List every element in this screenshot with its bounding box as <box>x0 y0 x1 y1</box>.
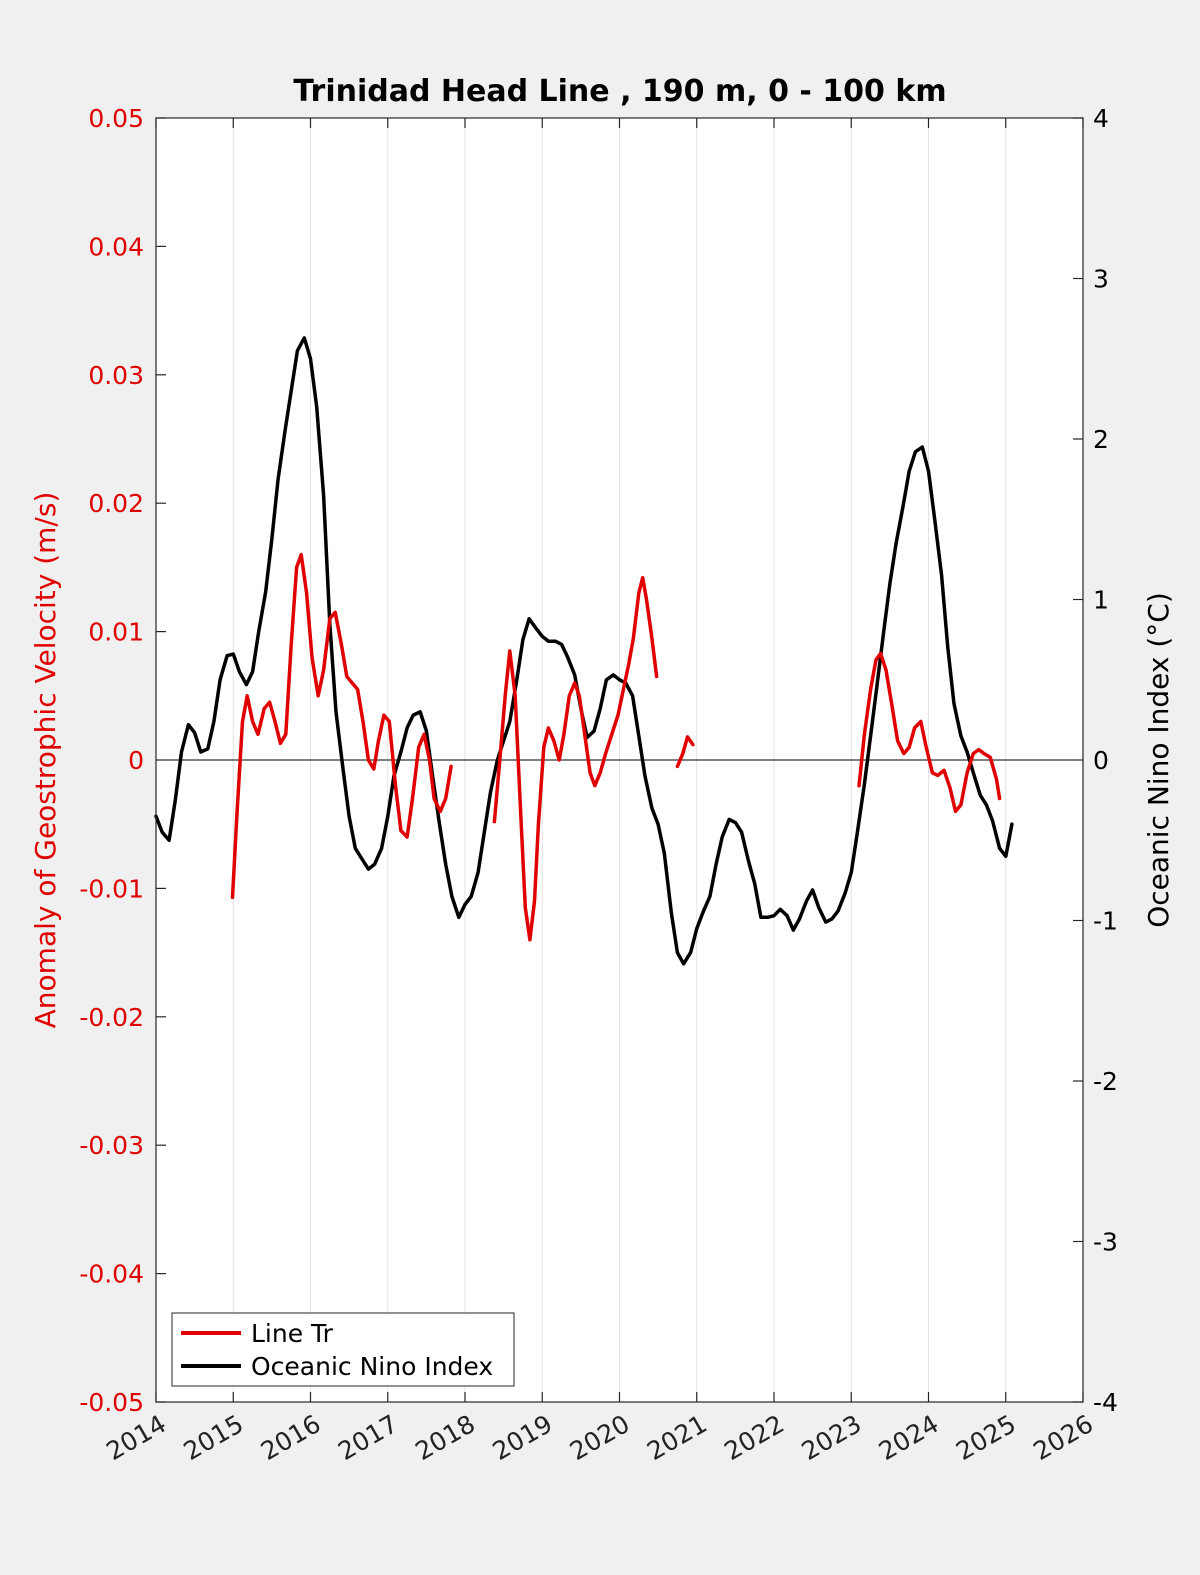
x-tick-label: 2024 <box>874 1409 944 1466</box>
legend-label-oni: Oceanic Nino Index <box>251 1352 493 1381</box>
y-right-tick-label: -2 <box>1093 1067 1118 1096</box>
x-tick-label: 2018 <box>410 1409 480 1466</box>
series-line-tr-segment <box>675 735 695 769</box>
series-line-tr-segment <box>230 552 453 900</box>
series-line-tr-segment <box>857 651 1002 814</box>
y-right-tick-label: 0 <box>1093 746 1109 775</box>
y-right-tick-label: -4 <box>1093 1388 1118 1417</box>
y-right-tick-label: -3 <box>1093 1228 1118 1257</box>
y-left-tick-label: -0.05 <box>79 1388 144 1417</box>
y-left-tick-label: -0.02 <box>79 1003 144 1032</box>
x-tick-label: 2019 <box>488 1409 558 1466</box>
legend: Line Tr Oceanic Nino Index <box>171 1312 515 1387</box>
y-left-tick-label: 0.03 <box>88 361 144 390</box>
x-tick-label: 2025 <box>951 1409 1021 1466</box>
y-left-tick-label: 0.01 <box>88 618 144 647</box>
x-tick-label: 2015 <box>179 1409 249 1466</box>
y-left-tick-label: -0.03 <box>79 1131 144 1160</box>
y-right-tick-label: 1 <box>1093 586 1109 615</box>
y-right-tick-label: 3 <box>1093 265 1109 294</box>
x-tick-label: 2016 <box>256 1409 326 1466</box>
y-right-tick-label: -1 <box>1093 907 1118 936</box>
x-tick-label: 2026 <box>1028 1409 1098 1466</box>
y-left-tick-label: 0.04 <box>88 232 144 261</box>
y-left-tick-label: 0 <box>128 746 144 775</box>
y-left-tick-label: 0.02 <box>88 489 144 518</box>
right-axis-label: Oceanic Nino Index (°C) <box>1142 592 1175 928</box>
y-left-tick-label: 0.05 <box>88 104 144 133</box>
y-left-tick-label: -0.01 <box>79 874 144 903</box>
y-right-tick-label: 2 <box>1093 425 1109 454</box>
left-axis-label: Anomaly of Geostrophic Velocity (m/s) <box>29 492 62 1029</box>
y-left-tick-label: -0.04 <box>79 1260 144 1289</box>
series-layer <box>154 336 1014 966</box>
x-tick-label: 2020 <box>565 1409 635 1466</box>
series-line-tr-segment <box>492 575 659 942</box>
chart-title: Trinidad Head Line , 190 m, 0 - 100 km <box>293 74 946 109</box>
x-tick-label: 2014 <box>101 1409 171 1466</box>
x-tick-label: 2021 <box>642 1409 712 1466</box>
x-tick-label: 2017 <box>333 1409 403 1466</box>
y-right-tick-label: 4 <box>1093 104 1109 133</box>
legend-box <box>171 1312 515 1387</box>
x-tick-label: 2023 <box>797 1409 867 1466</box>
x-tick-label: 2022 <box>719 1409 789 1466</box>
legend-label-line-tr: Line Tr <box>251 1319 334 1348</box>
